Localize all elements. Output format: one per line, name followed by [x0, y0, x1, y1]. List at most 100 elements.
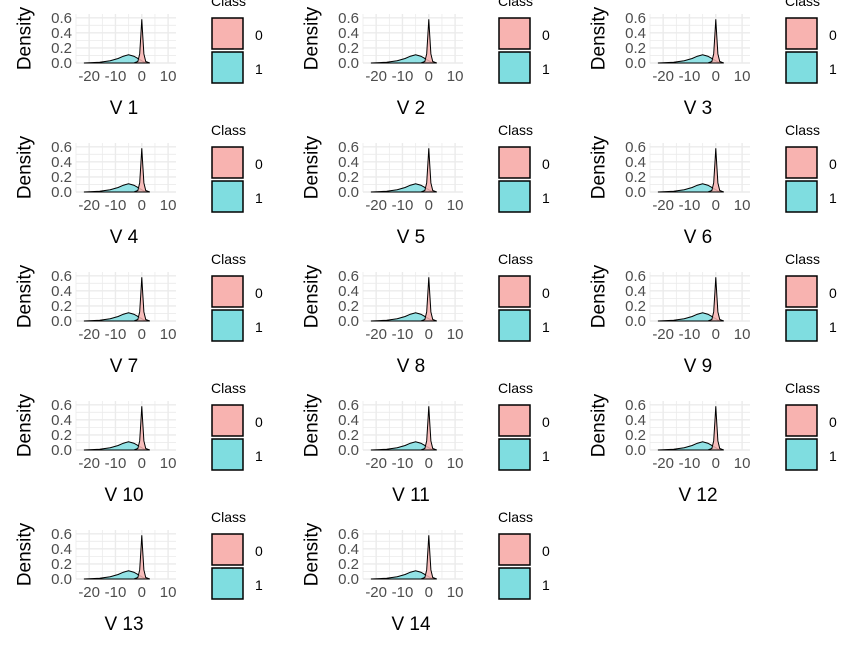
- y-tick-label: 0.2: [51, 40, 72, 57]
- y-tick-label: 0.4: [51, 25, 72, 42]
- y-axis-title: Density: [302, 135, 323, 199]
- density-panel: 0.00.20.40.6 -20 -10 0 10 Density V 13 Class 0 1: [15, 509, 264, 635]
- density-panel: 0.00.20.40.6 -20 -10 0 10 Density V 7 Class 0 1: [15, 251, 264, 377]
- legend-label-class-1: 1: [255, 448, 263, 464]
- y-tick-label: 0.0: [338, 442, 359, 459]
- legend-swatch-class-0: [785, 146, 818, 179]
- x-tick-label: -10: [105, 326, 127, 343]
- x-axis-title: V 11: [392, 485, 430, 506]
- density-panel: 0.00.20.40.6 -20 -10 0 10 Density V 1 Class 0 1: [15, 0, 264, 119]
- y-tick-label: 0.0: [625, 184, 646, 201]
- legend-swatch-class-1: [498, 309, 531, 342]
- legend-label-class-0: 0: [255, 156, 263, 172]
- density-panel: 0.00.20.40.6 -20 -10 0 10 Density V 14 Class 0 1: [302, 509, 551, 635]
- x-tick-label: -20: [78, 455, 100, 472]
- x-tick-label: -10: [392, 68, 414, 85]
- y-axis-title: Density: [15, 135, 36, 199]
- legend-label-class-0: 0: [829, 156, 837, 172]
- x-axis-title: V 13: [104, 614, 143, 635]
- y-tick-label: 0.4: [625, 283, 646, 300]
- density-area-class-0: [707, 19, 724, 64]
- y-tick-label: 0.6: [51, 526, 72, 543]
- legend-swatch-class-1: [785, 51, 818, 84]
- x-tick-label: -20: [652, 326, 674, 343]
- y-tick-label: 0.0: [51, 184, 72, 201]
- y-tick-label: 0.2: [338, 427, 359, 444]
- x-axis-title: V 2: [397, 98, 426, 119]
- legend-swatch-class-1: [211, 438, 244, 471]
- x-tick-label: -20: [365, 326, 387, 343]
- y-tick-label: 0.0: [51, 571, 72, 588]
- legend-label-class-0: 0: [542, 156, 550, 172]
- y-tick-label: 0.6: [51, 397, 72, 414]
- legend-label-class-1: 1: [542, 190, 550, 206]
- y-tick-label: 0.2: [51, 556, 72, 573]
- x-tick-label: -20: [78, 68, 100, 85]
- y-tick-label: 0.4: [338, 283, 359, 300]
- y-axis-title: Density: [589, 6, 610, 70]
- legend-label-class-1: 1: [542, 61, 550, 77]
- legend-label-class-1: 1: [255, 190, 263, 206]
- y-tick-label: 0.6: [338, 139, 359, 156]
- x-tick-label: -20: [652, 68, 674, 85]
- x-axis-title: V 7: [110, 356, 139, 377]
- legend-title: Class: [785, 380, 820, 396]
- legend-title: Class: [498, 0, 533, 9]
- legend-label-class-1: 1: [255, 61, 263, 77]
- x-tick-label: -10: [392, 197, 414, 214]
- y-tick-label: 0.6: [338, 10, 359, 27]
- y-tick-label: 0.6: [338, 268, 359, 285]
- legend-title: Class: [211, 0, 246, 9]
- y-tick-label: 0.6: [625, 397, 646, 414]
- y-tick-label: 0.6: [51, 139, 72, 156]
- x-tick-label: 0: [425, 584, 433, 601]
- x-tick-label: -10: [105, 584, 127, 601]
- x-tick-label: 10: [734, 455, 751, 472]
- x-tick-label: 0: [425, 68, 433, 85]
- legend-label-class-1: 1: [255, 577, 263, 593]
- legend-label-class-1: 1: [829, 190, 837, 206]
- legend-title: Class: [498, 251, 533, 267]
- x-tick-label: 10: [734, 197, 751, 214]
- x-tick-label: 10: [734, 68, 751, 85]
- legend-swatch-class-0: [498, 404, 531, 437]
- legend-swatch-class-0: [211, 404, 244, 437]
- density-area-class-0: [707, 406, 724, 451]
- legend-title: Class: [498, 380, 533, 396]
- legend-label-class-0: 0: [829, 414, 837, 430]
- x-axis-title: V 4: [110, 227, 139, 248]
- y-axis-title: Density: [15, 264, 36, 328]
- density-area-class-0: [420, 535, 437, 580]
- y-tick-label: 0.4: [338, 412, 359, 429]
- x-tick-label: 10: [160, 326, 177, 343]
- density-panel: 0.00.20.40.6 -20 -10 0 10 Density V 2 Class 0 1: [302, 0, 551, 119]
- x-axis-title: V 9: [684, 356, 713, 377]
- x-tick-label: -10: [392, 326, 414, 343]
- y-tick-label: 0.0: [338, 55, 359, 72]
- x-tick-label: -10: [679, 455, 701, 472]
- x-tick-label: -20: [78, 584, 100, 601]
- y-tick-label: 0.2: [338, 556, 359, 573]
- x-tick-label: 0: [712, 68, 720, 85]
- legend-swatch-class-0: [211, 146, 244, 179]
- legend-label-class-0: 0: [255, 27, 263, 43]
- y-tick-label: 0.6: [338, 526, 359, 543]
- x-tick-label: 0: [138, 68, 146, 85]
- x-tick-label: 0: [712, 197, 720, 214]
- x-tick-label: -20: [365, 68, 387, 85]
- y-tick-label: 0.0: [51, 442, 72, 459]
- density-area-class-0: [133, 406, 150, 451]
- y-tick-label: 0.0: [625, 442, 646, 459]
- legend-label-class-1: 1: [829, 448, 837, 464]
- y-axis-title: Density: [15, 393, 36, 457]
- legend-swatch-class-0: [211, 533, 244, 566]
- legend-title: Class: [211, 380, 246, 396]
- y-tick-label: 0.0: [51, 313, 72, 330]
- legend-swatch-class-0: [211, 17, 244, 50]
- x-tick-label: 0: [138, 326, 146, 343]
- density-area-class-0: [420, 277, 437, 322]
- legend-label-class-0: 0: [542, 27, 550, 43]
- legend-swatch-class-0: [785, 17, 818, 50]
